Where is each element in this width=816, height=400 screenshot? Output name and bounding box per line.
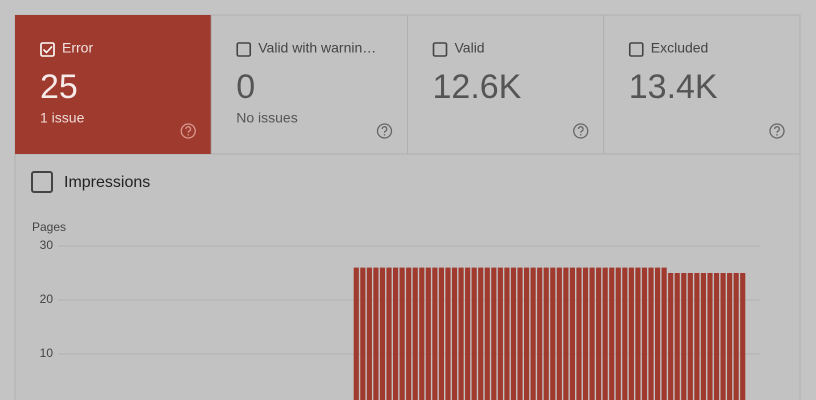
bar xyxy=(582,267,589,400)
checkmark xyxy=(42,45,53,54)
bar xyxy=(641,267,648,400)
bar xyxy=(661,267,667,400)
bar xyxy=(379,267,386,400)
bar xyxy=(628,267,634,400)
bar xyxy=(438,267,444,400)
tile-value: 0 xyxy=(236,68,255,106)
tile-label: Error xyxy=(62,40,93,56)
bar xyxy=(615,267,621,400)
y-tick-label: 20 xyxy=(40,292,54,306)
help-dot xyxy=(383,134,386,136)
bar xyxy=(543,267,549,400)
bar xyxy=(425,267,431,400)
help-dot xyxy=(776,134,778,136)
tile-value: 12.6K xyxy=(433,68,522,106)
bar xyxy=(648,267,654,400)
tile-subtitle: No issues xyxy=(236,110,297,126)
bar xyxy=(687,273,693,400)
bar xyxy=(727,273,733,400)
bar xyxy=(563,267,569,400)
bar xyxy=(589,267,595,400)
bar xyxy=(720,273,726,400)
bar xyxy=(353,267,359,400)
bar xyxy=(393,267,399,400)
bar xyxy=(399,267,405,400)
y-tick-label: 10 xyxy=(40,346,54,360)
bar xyxy=(530,267,536,400)
y-tick-label: 30 xyxy=(40,238,54,252)
bar xyxy=(707,273,713,400)
bar xyxy=(700,273,706,400)
bar xyxy=(517,267,523,400)
tile-label: Valid with warnin… xyxy=(258,40,376,56)
bar xyxy=(674,273,680,400)
tile-checkbox[interactable] xyxy=(432,42,448,57)
bar xyxy=(478,267,484,400)
help-dot xyxy=(187,134,190,136)
bar xyxy=(609,267,615,400)
bar xyxy=(537,267,543,400)
bar xyxy=(491,267,497,400)
bar xyxy=(713,273,720,400)
impressions-checkbox[interactable] xyxy=(31,171,53,193)
bar xyxy=(556,267,562,400)
tile-checkbox[interactable] xyxy=(236,42,252,57)
bar xyxy=(419,267,425,400)
bar xyxy=(412,267,418,400)
bar xyxy=(622,267,628,400)
tile-value: 13.4K xyxy=(629,68,718,106)
bar xyxy=(451,267,458,400)
help-dot xyxy=(579,134,582,136)
help-icon[interactable] xyxy=(180,123,196,139)
tile[interactable] xyxy=(15,15,212,154)
bar xyxy=(510,267,517,400)
bar xyxy=(550,267,556,400)
bar xyxy=(445,267,451,400)
tile-label: Excluded xyxy=(651,40,709,56)
bar xyxy=(655,267,661,400)
bar xyxy=(432,267,438,400)
bar xyxy=(471,267,477,400)
bar xyxy=(386,267,392,400)
bar xyxy=(635,267,641,400)
bar xyxy=(596,267,602,400)
help-icon[interactable] xyxy=(573,123,589,139)
bar xyxy=(681,273,687,400)
tile[interactable] xyxy=(407,14,605,155)
bar xyxy=(602,267,608,400)
bar xyxy=(733,273,739,400)
bar xyxy=(576,267,582,400)
bar xyxy=(694,273,700,400)
tile-checkbox[interactable] xyxy=(628,42,644,57)
tile-subtitle: 1 issue xyxy=(40,110,85,126)
bar xyxy=(465,267,471,400)
bar xyxy=(504,267,510,400)
y-axis-label: Pages xyxy=(32,220,66,234)
help-mark xyxy=(381,126,388,133)
help-icon[interactable] xyxy=(376,123,393,139)
bar xyxy=(373,267,379,400)
bar xyxy=(668,273,674,400)
tile-label: Valid xyxy=(455,40,485,56)
bar xyxy=(406,267,412,400)
bar xyxy=(524,267,530,400)
bar xyxy=(569,267,575,400)
bar xyxy=(497,267,503,400)
help-mark xyxy=(185,126,192,133)
bar xyxy=(740,273,746,400)
bar xyxy=(484,267,490,400)
tile[interactable] xyxy=(603,14,801,155)
tile-value: 25 xyxy=(40,68,78,106)
bar xyxy=(360,267,366,400)
bar xyxy=(366,267,372,400)
bar xyxy=(458,267,464,400)
tile-checkbox[interactable] xyxy=(40,42,55,57)
impressions-label[interactable]: Impressions xyxy=(64,174,150,191)
help-mark xyxy=(774,126,780,133)
help-icon[interactable] xyxy=(769,123,785,139)
help-mark xyxy=(577,126,584,133)
